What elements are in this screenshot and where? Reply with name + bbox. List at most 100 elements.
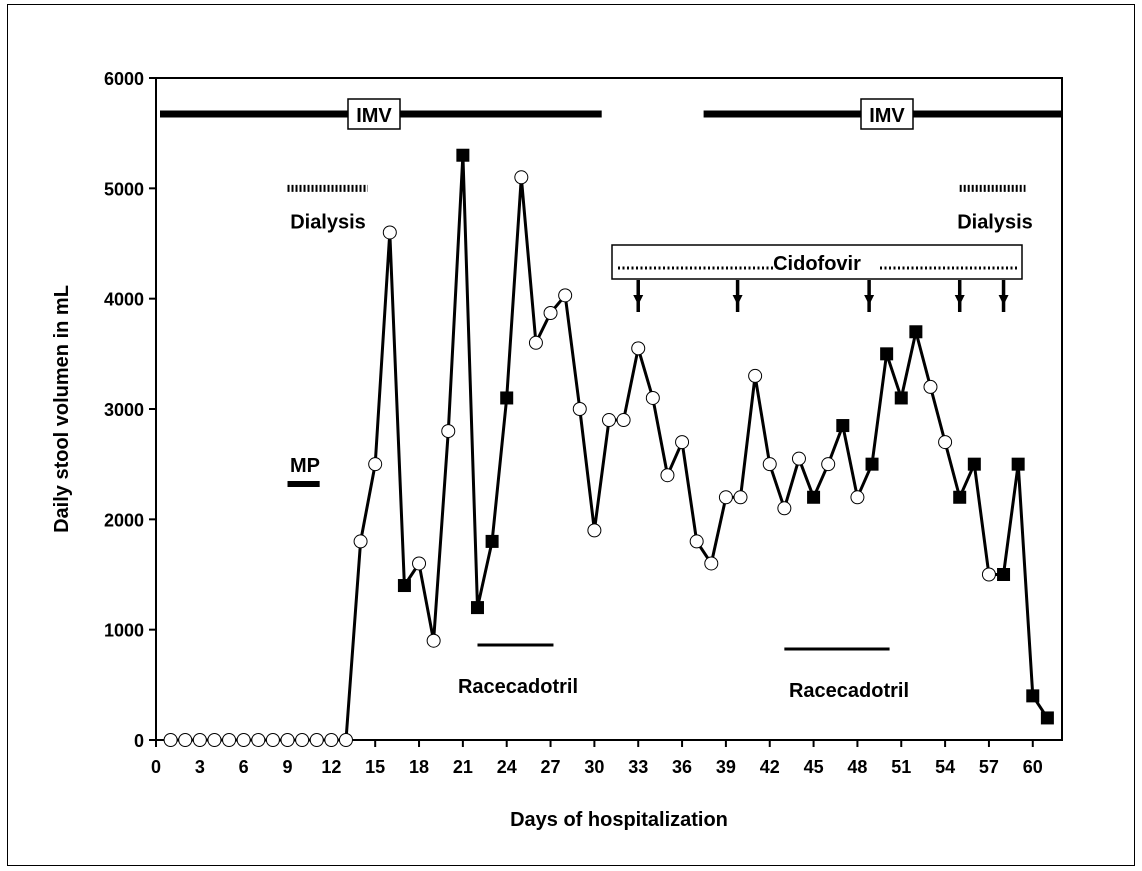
data-point-circle xyxy=(923,379,938,394)
x-tick-label: 39 xyxy=(716,757,736,777)
x-tick-label: 0 xyxy=(151,757,161,777)
x-tick-label: 51 xyxy=(891,757,911,777)
data-point-square xyxy=(894,391,908,405)
cidofovir-arrowhead xyxy=(864,295,875,305)
dialysis-label: Dialysis xyxy=(957,211,1033,233)
data-point-circle xyxy=(207,733,222,747)
data-point-circle xyxy=(353,534,368,549)
x-tick-label: 48 xyxy=(847,757,867,777)
data-point-square xyxy=(909,325,923,339)
data-point-circle xyxy=(251,733,266,747)
x-tick-label: 21 xyxy=(453,757,473,777)
data-point-square xyxy=(880,347,894,361)
data-point-circle xyxy=(192,733,207,747)
data-point-circle xyxy=(938,435,953,450)
cidofovir-arrowhead xyxy=(732,295,743,305)
data-point-square xyxy=(397,579,411,593)
data-point-square xyxy=(1011,457,1025,471)
data-point-circle xyxy=(543,306,558,321)
data-point-circle xyxy=(382,225,397,240)
data-point-square xyxy=(953,490,967,504)
imv-label: IMV xyxy=(356,105,392,127)
data-point-circle xyxy=(265,733,280,747)
imv-label-box xyxy=(347,98,401,130)
data-point-circle xyxy=(748,368,763,383)
ticks-layer: 0 3 6 9 12 15 18 21 24 27 30 33 36 39 42 45 48 51 54 57 6001… xyxy=(104,69,1043,777)
data-point-circle xyxy=(850,490,865,505)
x-tick-label: 3 xyxy=(195,757,205,777)
data-point-circle xyxy=(309,733,324,747)
data-point-circle xyxy=(324,733,339,747)
data-point-circle xyxy=(821,457,836,472)
x-tick-label: 45 xyxy=(804,757,824,777)
data-point-circle xyxy=(295,733,310,747)
data-point-circle xyxy=(222,733,237,747)
data-point-circle xyxy=(660,468,675,483)
y-tick-label: 6000 xyxy=(104,69,144,89)
data-point-square xyxy=(456,148,470,162)
y-axis-title: Daily stool volumen in mL xyxy=(51,285,73,533)
y-tick-label: 5000 xyxy=(104,179,144,199)
plot-area xyxy=(155,77,1063,741)
data-point-circle xyxy=(178,733,193,747)
data-point-circle xyxy=(558,288,573,303)
x-tick-label: 57 xyxy=(979,757,999,777)
data-point-circle xyxy=(280,733,295,747)
data-point-circle xyxy=(587,523,602,538)
data-point-circle xyxy=(631,341,646,356)
data-point-circle xyxy=(733,490,748,505)
data-point-square xyxy=(485,534,499,548)
data-point-circle xyxy=(981,567,996,582)
data-point-circle xyxy=(616,413,631,428)
x-tick-label: 6 xyxy=(239,757,249,777)
data-point-square xyxy=(997,568,1011,581)
data-point-circle xyxy=(704,556,719,571)
data-point-circle xyxy=(645,390,660,405)
data-point-square xyxy=(1040,711,1054,725)
data-point-circle xyxy=(791,451,806,466)
data-point-circle xyxy=(602,413,616,428)
stool-volume-line xyxy=(170,153,1049,742)
data-point-circle xyxy=(412,556,427,571)
y-tick-label: 1000 xyxy=(104,621,144,641)
x-axis-title: Days of hospitalization xyxy=(510,809,728,831)
data-point-square xyxy=(865,457,879,471)
x-tick-label: 27 xyxy=(541,757,561,777)
imv-label: IMV xyxy=(869,105,905,127)
mp-label: MP xyxy=(290,455,320,477)
racecadotril-label: Racecadotril xyxy=(789,680,909,702)
cidofovir-box xyxy=(611,244,1023,280)
x-tick-label: 33 xyxy=(628,757,648,777)
data-point-circle xyxy=(514,170,529,185)
x-tick-label: 18 xyxy=(409,757,429,777)
data-point-circle xyxy=(368,457,383,472)
y-tick-label: 4000 xyxy=(104,290,144,310)
data-point-circle xyxy=(689,534,704,549)
cidofovir-label: Cidofovir xyxy=(773,253,861,275)
data-point-square xyxy=(836,419,850,433)
data-point-square xyxy=(967,457,981,471)
imv-label-box xyxy=(860,98,914,130)
cidofovir-arrowhead xyxy=(633,295,644,305)
data-point-circle xyxy=(572,402,587,416)
data-point-circle xyxy=(675,435,690,450)
axes-layer xyxy=(155,77,1063,741)
y-tick-label: 3000 xyxy=(104,400,144,420)
data-point-circle xyxy=(762,457,777,472)
x-tick-label: 15 xyxy=(365,757,385,777)
data-point-circle xyxy=(236,733,251,747)
x-tick-label: 12 xyxy=(321,757,341,777)
x-tick-label: 24 xyxy=(497,757,517,777)
dialysis-label: Dialysis xyxy=(290,211,366,233)
cidofovir-arrowhead xyxy=(998,295,1009,305)
data-point-circle xyxy=(777,501,792,516)
data-point-square xyxy=(1026,689,1040,703)
data-point-square xyxy=(470,601,484,615)
y-tick-label: 2000 xyxy=(104,510,144,530)
data-point-square xyxy=(807,490,821,504)
data-point-circle xyxy=(163,733,178,747)
x-tick-label: 42 xyxy=(760,757,780,777)
x-tick-label: 36 xyxy=(672,757,692,777)
data-point-circle xyxy=(441,424,456,439)
